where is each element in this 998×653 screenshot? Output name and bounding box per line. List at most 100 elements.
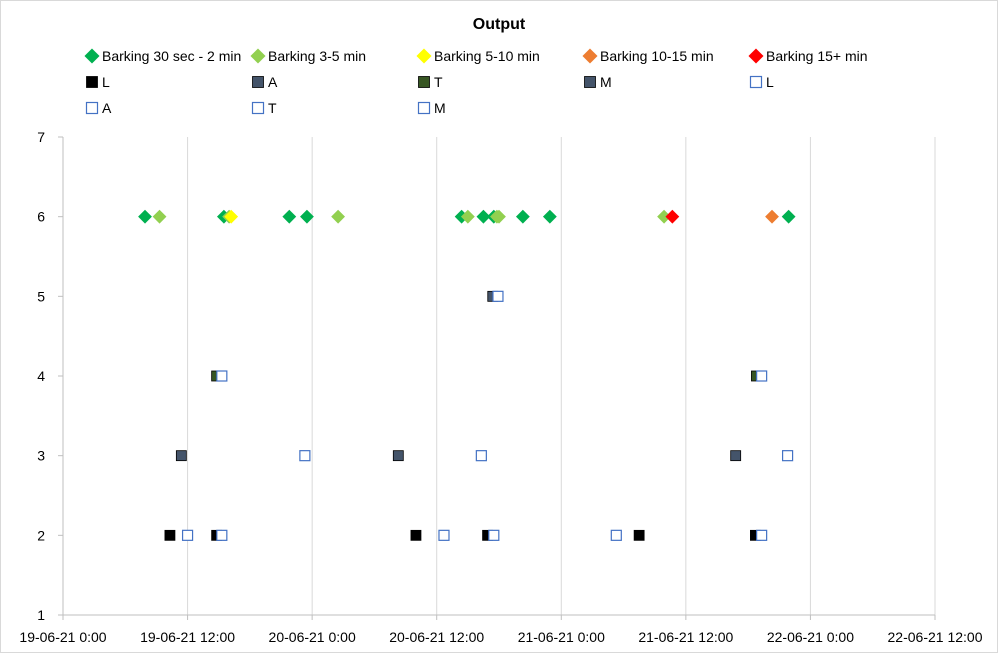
legend-label: T [434,74,443,90]
data-point-square [164,529,176,541]
data-point-square [410,529,422,541]
legend-entry: Barking 10-15 min [582,48,714,64]
legend-marker-diamond [416,48,432,64]
series-group [299,450,794,462]
legend-marker-square [584,76,596,88]
legend-marker-diamond [582,48,598,64]
x-tick-label: 22-06-21 0:00 [767,629,854,645]
x-axis-ticks: 19-06-21 0:00 19-06-21 12:00 20-06-21 0:00… [19,615,983,645]
x-tick-label: 21-06-21 12:00 [638,629,733,645]
x-tick-label: 20-06-21 12:00 [389,629,484,645]
y-tick-label: 7 [37,129,45,145]
legend-entry: Barking 30 sec - 2 min [84,48,241,64]
legend-entry: Barking 3-5 min [250,48,366,64]
legend-marker-diamond [250,48,266,64]
legend-marker-square [252,76,264,88]
legend-label: T [268,100,277,116]
series-group [665,209,680,224]
data-point-diamond [665,209,680,224]
data-point-square [610,529,622,541]
data-marks [138,209,796,541]
data-point-diamond [781,209,796,224]
legend-marker-square [418,76,430,88]
y-tick-label: 5 [37,288,45,304]
data-point-square [756,370,768,382]
legend-label: A [102,100,112,116]
legend-marker-square [85,101,99,115]
series-group [224,209,239,224]
legend-label: A [268,74,278,90]
legend-label: Barking 15+ min [766,48,868,64]
data-point-square [488,529,500,541]
legend-marker-diamond [84,48,100,64]
series-group [216,529,768,541]
y-tick-label: 1 [37,607,45,623]
data-point-diamond [460,209,475,224]
data-point-square [175,450,187,462]
gridlines [187,137,936,615]
legend-entry: A [85,100,112,116]
data-point-square [633,529,645,541]
legend-marker-square [749,75,763,89]
x-tick-label: 19-06-21 0:00 [19,629,106,645]
legend-entry: T [251,100,277,116]
data-point-square [475,450,487,462]
legend-entry: L [86,74,110,90]
legend-label: L [102,74,110,90]
series-group [216,370,768,382]
legend-entry: L [749,74,774,90]
x-tick-label: 21-06-21 0:00 [518,629,605,645]
legend-label: Barking 10-15 min [600,48,714,64]
legend-entry: M [417,100,446,116]
x-tick-label: 20-06-21 0:00 [269,629,356,645]
x-tick-label: 22-06-21 12:00 [888,629,983,645]
data-point-square [181,529,194,541]
y-axis-ticks: 1 2 3 4 5 6 7 [37,129,63,623]
series-group [181,529,622,541]
data-point-square [781,450,794,462]
y-tick-label: 4 [37,368,45,384]
series-group [211,370,762,382]
legend-label: Barking 30 sec - 2 min [102,48,241,64]
x-tick-label: 19-06-21 12:00 [140,629,235,645]
data-point-square [392,450,404,462]
legend-entry: Barking 5-10 min [416,48,540,64]
y-tick-label: 3 [37,448,45,464]
data-point-square [438,529,450,541]
legend-label: L [766,74,774,90]
data-point-square [756,529,768,541]
legend-marker-square [86,76,98,88]
legend-label: M [600,74,612,90]
series-group [175,450,742,462]
data-point-square [492,290,504,302]
data-point-square [299,450,311,462]
data-point-square [216,370,228,382]
data-point-diamond [152,209,167,224]
data-point-diamond [542,209,557,224]
legend: Barking 30 sec - 2 min Barking 3-5 min Bar… [84,48,868,116]
data-point-diamond [515,209,530,224]
data-point-diamond [476,209,491,224]
data-point-diamond [138,209,152,224]
chart-title: Output [473,16,526,33]
legend-entry: Barking 15+ min [748,48,868,64]
y-tick-label: 6 [37,209,45,225]
data-point-diamond [765,209,779,224]
axes [62,137,935,616]
series-group [211,529,761,541]
legend-marker-square [417,101,431,115]
data-point-diamond [492,209,506,224]
legend-entry: M [584,74,612,90]
series-group [765,209,779,224]
y-tick-label: 2 [37,527,45,543]
series-group [492,290,504,302]
legend-label: M [434,100,446,116]
data-point-diamond [224,209,239,224]
data-point-square [216,529,228,541]
legend-marker-diamond [748,48,764,64]
legend-entry: T [418,74,443,90]
legend-label: Barking 5-10 min [434,48,540,64]
legend-label: Barking 3-5 min [268,48,366,64]
